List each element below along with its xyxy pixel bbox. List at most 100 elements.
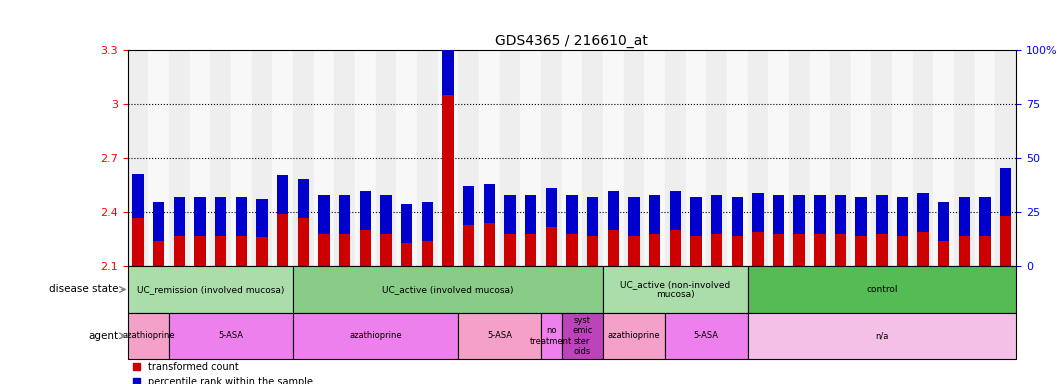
Bar	[520, 50, 541, 266]
Bar	[665, 313, 748, 359]
Bar	[153, 202, 164, 241]
Bar	[566, 234, 578, 266]
Bar	[752, 232, 764, 266]
Bar	[897, 236, 909, 266]
Bar	[711, 195, 722, 234]
Bar	[752, 193, 764, 232]
Bar	[132, 174, 144, 218]
Bar	[685, 50, 706, 266]
Legend: transformed count, percentile rank within the sample: transformed count, percentile rank withi…	[133, 362, 313, 384]
Bar	[215, 197, 227, 236]
Bar	[483, 184, 495, 223]
Text: disease state: disease state	[49, 285, 119, 295]
Bar	[360, 230, 371, 266]
Bar	[810, 50, 830, 266]
Bar	[256, 199, 268, 237]
Bar	[169, 50, 189, 266]
Bar	[772, 195, 784, 234]
Text: 5-ASA: 5-ASA	[218, 331, 244, 340]
Bar	[235, 197, 247, 236]
Bar	[732, 236, 743, 266]
Bar	[215, 236, 227, 266]
Bar	[876, 234, 887, 266]
Bar	[748, 313, 1016, 359]
Bar	[277, 214, 288, 266]
Bar	[401, 204, 412, 243]
Bar	[195, 197, 205, 236]
Text: 5-ASA: 5-ASA	[694, 331, 718, 340]
Bar	[959, 197, 970, 236]
Text: UC_active (involved mucosa): UC_active (involved mucosa)	[382, 285, 514, 294]
Text: no
treatment: no treatment	[530, 326, 572, 346]
Bar	[748, 266, 1016, 313]
Bar	[525, 234, 536, 266]
Bar	[649, 195, 661, 234]
Bar	[669, 191, 681, 230]
Bar	[649, 234, 661, 266]
Bar	[314, 50, 334, 266]
Bar	[814, 195, 826, 234]
Bar	[876, 195, 887, 234]
Bar	[504, 234, 516, 266]
Bar	[541, 313, 562, 359]
Bar	[794, 234, 804, 266]
Bar	[235, 236, 247, 266]
Bar	[334, 50, 355, 266]
Bar	[855, 197, 867, 236]
Bar	[272, 50, 293, 266]
Bar	[256, 237, 268, 266]
Bar	[582, 50, 603, 266]
Bar	[954, 50, 975, 266]
Bar	[463, 225, 475, 266]
Bar	[665, 50, 685, 266]
Bar	[691, 197, 701, 236]
Bar	[525, 195, 536, 234]
Bar	[479, 50, 500, 266]
Bar	[933, 50, 954, 266]
Bar	[546, 188, 556, 227]
Bar	[566, 195, 578, 234]
Bar	[871, 50, 892, 266]
Bar	[421, 202, 433, 241]
Title: GDS4365 / 216610_at: GDS4365 / 216610_at	[496, 33, 648, 48]
Bar	[339, 234, 350, 266]
Bar	[603, 266, 748, 313]
Text: syst
emic
ster
oids: syst emic ster oids	[572, 316, 593, 356]
Bar	[732, 197, 743, 236]
Text: control: control	[866, 285, 898, 294]
Bar	[830, 50, 851, 266]
Bar	[996, 50, 1016, 266]
Bar	[443, 95, 453, 266]
Bar	[189, 50, 211, 266]
Bar	[794, 195, 804, 234]
Bar	[417, 50, 437, 266]
Bar	[711, 234, 722, 266]
Bar	[587, 197, 598, 236]
Text: UC_active (non-involved
mucosa): UC_active (non-involved mucosa)	[620, 280, 730, 299]
Text: azathioprine: azathioprine	[122, 331, 174, 340]
Bar	[195, 236, 205, 266]
Bar	[459, 50, 479, 266]
Bar	[913, 50, 933, 266]
Bar	[421, 241, 433, 266]
Bar	[318, 234, 330, 266]
Bar	[851, 50, 871, 266]
Bar	[768, 50, 788, 266]
Text: UC_remission (involved mucosa): UC_remission (involved mucosa)	[136, 285, 284, 294]
Bar	[169, 313, 293, 359]
Bar	[917, 193, 929, 232]
Bar	[128, 313, 169, 359]
Bar	[624, 50, 644, 266]
Bar	[173, 197, 185, 236]
Bar	[252, 50, 272, 266]
Bar	[483, 223, 495, 266]
Bar	[504, 195, 516, 234]
Bar	[562, 50, 582, 266]
Bar	[788, 50, 810, 266]
Bar	[339, 195, 350, 234]
Bar	[772, 234, 784, 266]
Bar	[917, 232, 929, 266]
Bar	[814, 234, 826, 266]
Bar	[128, 50, 148, 266]
Bar	[380, 195, 392, 234]
